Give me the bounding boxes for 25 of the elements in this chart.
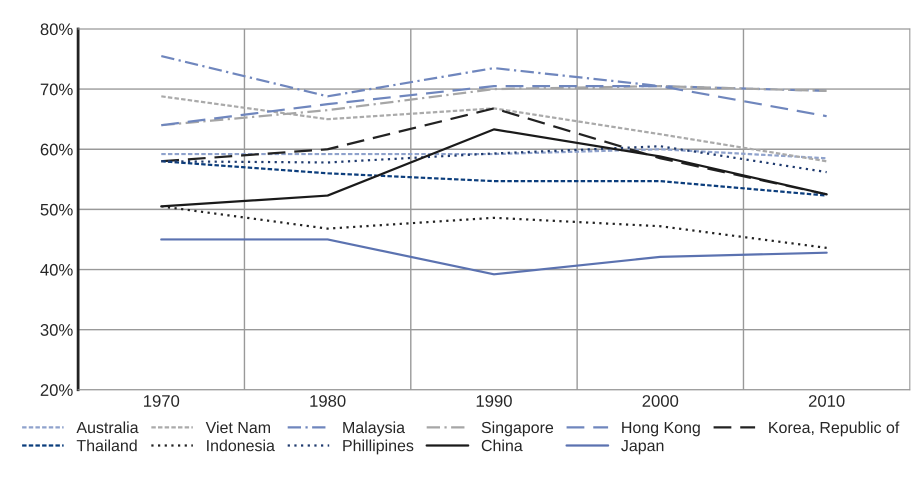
y-tick-label: 60% (40, 144, 73, 156)
legend-label: Thailand (76, 440, 137, 452)
legend-label: Korea, Republic of (769, 421, 900, 436)
y-tick-label: 40% (40, 264, 73, 276)
x-tick-label: 2010 (808, 395, 845, 407)
legend-label: Malaysia (343, 421, 406, 436)
legend-label: Hong Kong (622, 422, 700, 436)
y-tick-label: 50% (40, 204, 73, 216)
line-series (160, 145, 828, 174)
y-tick-label: 70% (40, 84, 73, 96)
x-tick-label: 2000 (642, 395, 678, 407)
x-tick-label: 1970 (144, 395, 180, 407)
y-tick-label: 30% (40, 324, 73, 336)
line-series (160, 238, 828, 276)
legend-label: Japan (621, 440, 664, 454)
x-tick-label: 1990 (476, 395, 512, 407)
legend-label: Australia (76, 421, 139, 434)
y-tick-label: 80% (40, 23, 73, 36)
legend-label: Phillipines (343, 440, 414, 454)
y-tick-label: 20% (40, 384, 73, 396)
legend-label: China (482, 440, 523, 452)
legend-label: Indonesia (207, 440, 275, 452)
x-tick-label: 1980 (310, 395, 346, 407)
legend-label: Singapore (482, 421, 554, 436)
legend-label: Viet Nam (206, 421, 270, 434)
